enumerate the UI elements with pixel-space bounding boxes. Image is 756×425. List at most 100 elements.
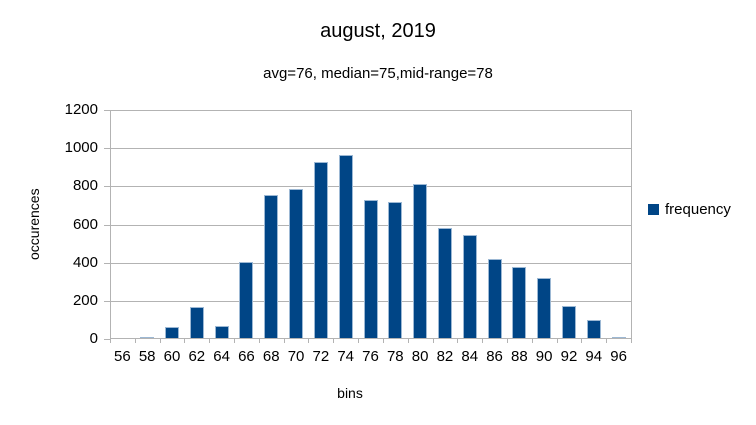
bar-62 bbox=[189, 306, 204, 339]
y-axis-line bbox=[110, 110, 111, 339]
bar-slot bbox=[507, 110, 532, 339]
y-tick bbox=[104, 300, 110, 302]
y-tick-label: 1000 bbox=[64, 139, 98, 157]
bar-82 bbox=[437, 228, 452, 339]
x-tick-label: 76 bbox=[362, 348, 379, 365]
x-tick bbox=[134, 339, 136, 343]
x-tick bbox=[581, 339, 583, 343]
x-tick bbox=[407, 339, 409, 343]
x-tick-label: 58 bbox=[138, 348, 156, 365]
bar-slot bbox=[383, 110, 408, 339]
x-tick-label: 70 bbox=[287, 348, 305, 365]
bar-slot bbox=[606, 110, 631, 339]
bar-slot bbox=[557, 110, 582, 339]
y-tick bbox=[104, 110, 110, 111]
bar-90 bbox=[537, 277, 552, 339]
bar-slot bbox=[408, 110, 433, 339]
bar-slot bbox=[433, 110, 458, 339]
x-tick bbox=[631, 339, 632, 343]
y-tick-label: 600 bbox=[72, 215, 98, 233]
x-tick bbox=[159, 339, 161, 343]
x-tick-label: 86 bbox=[486, 348, 503, 365]
y-tick-label: 800 bbox=[72, 177, 98, 195]
y-tick bbox=[104, 262, 110, 264]
bar-74 bbox=[338, 155, 353, 339]
y-tick bbox=[104, 339, 110, 340]
x-tick bbox=[258, 339, 260, 343]
bar-slot bbox=[358, 110, 383, 339]
plot-right-border bbox=[631, 110, 632, 339]
bar-92 bbox=[562, 305, 577, 339]
y-tick bbox=[104, 186, 110, 188]
y-tick-label: 200 bbox=[72, 291, 98, 309]
x-tick-label: 72 bbox=[312, 348, 330, 365]
y-tick-label: 0 bbox=[89, 330, 98, 347]
x-tick-label: 62 bbox=[188, 348, 206, 365]
bar-86 bbox=[487, 259, 502, 339]
bar-64 bbox=[214, 326, 229, 339]
x-tick bbox=[382, 339, 384, 343]
legend-swatch bbox=[648, 204, 659, 215]
x-tick bbox=[283, 339, 285, 343]
y-axis-title: occurences bbox=[26, 188, 42, 261]
x-tick-label: 74 bbox=[337, 348, 355, 365]
bar-slot bbox=[333, 110, 358, 339]
bar-76 bbox=[363, 199, 378, 339]
gridline bbox=[110, 186, 631, 188]
x-tick bbox=[184, 339, 186, 343]
x-tick bbox=[432, 339, 434, 343]
x-tick-label: 66 bbox=[238, 348, 255, 365]
x-tick-label: 80 bbox=[411, 348, 429, 365]
x-tick-label: 68 bbox=[262, 348, 280, 365]
x-axis-line bbox=[110, 338, 632, 339]
legend: frequency bbox=[648, 201, 731, 218]
plot-area bbox=[110, 110, 632, 339]
x-tick-label: 96 bbox=[610, 348, 627, 365]
bar-68 bbox=[264, 194, 279, 339]
y-tick-label: 1200 bbox=[64, 101, 98, 118]
bar-slot bbox=[309, 110, 334, 339]
bar-60 bbox=[165, 326, 180, 339]
x-tick-label: 90 bbox=[535, 348, 553, 365]
x-tick bbox=[110, 339, 111, 343]
bar-84 bbox=[462, 235, 477, 339]
x-tick-label: 94 bbox=[585, 348, 603, 365]
bar-slot bbox=[457, 110, 482, 339]
bar-slot bbox=[209, 110, 234, 339]
x-tick bbox=[556, 339, 558, 343]
chart-subtitle: avg=76, median=75,mid-range=78 bbox=[263, 65, 493, 82]
bar-slot bbox=[135, 110, 160, 339]
x-tick bbox=[506, 339, 508, 343]
bar-78 bbox=[388, 201, 403, 339]
x-tick bbox=[308, 339, 310, 343]
x-tick-label: 56 bbox=[114, 348, 131, 365]
bar-slot bbox=[532, 110, 557, 339]
bar-slot bbox=[284, 110, 309, 339]
y-tick bbox=[104, 224, 110, 226]
x-tick-label: 92 bbox=[560, 348, 578, 365]
x-tick-label: 60 bbox=[163, 348, 181, 365]
bar-slot bbox=[482, 110, 507, 339]
bar-66 bbox=[239, 261, 254, 339]
bar-slot bbox=[259, 110, 284, 339]
bar-88 bbox=[512, 267, 527, 339]
x-tick-label: 64 bbox=[213, 348, 230, 365]
bar-slot bbox=[234, 110, 259, 339]
x-tick bbox=[531, 339, 533, 343]
bar-slot bbox=[581, 110, 606, 339]
legend-label: frequency bbox=[665, 201, 731, 218]
x-axis-title: bins bbox=[337, 385, 363, 401]
bars bbox=[110, 110, 631, 339]
x-tick bbox=[333, 339, 335, 343]
gridline bbox=[110, 148, 631, 150]
x-tick-label: 84 bbox=[461, 348, 479, 365]
x-tick-label: 82 bbox=[436, 348, 454, 365]
bar-80 bbox=[413, 184, 428, 339]
x-tick bbox=[606, 339, 608, 343]
bar-slot bbox=[160, 110, 185, 339]
y-tick bbox=[104, 148, 110, 150]
x-tick bbox=[358, 339, 360, 343]
x-tick bbox=[209, 339, 211, 343]
chart-title: august, 2019 bbox=[320, 20, 436, 42]
y-tick-label: 400 bbox=[72, 253, 98, 271]
